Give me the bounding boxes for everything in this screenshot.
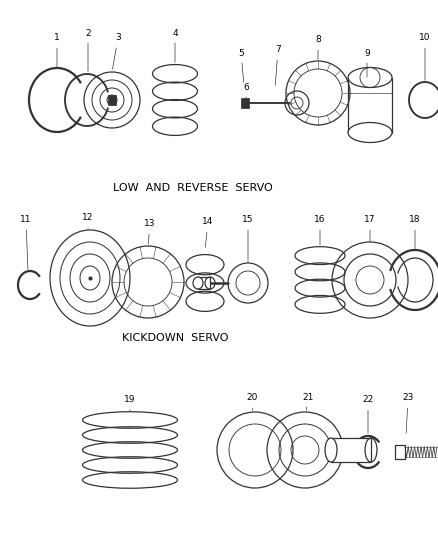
- Text: 11: 11: [20, 215, 32, 269]
- Text: 4: 4: [172, 28, 178, 62]
- Text: 13: 13: [144, 220, 156, 244]
- Bar: [331, 438, 371, 462]
- Text: 18: 18: [409, 215, 421, 249]
- Text: 21: 21: [302, 392, 314, 410]
- Ellipse shape: [325, 438, 337, 462]
- Text: 14: 14: [202, 217, 214, 247]
- Text: 15: 15: [242, 215, 254, 262]
- Text: LOW  AND  REVERSE  SERVO: LOW AND REVERSE SERVO: [113, 183, 272, 192]
- Bar: [198, 277, 210, 289]
- Text: 16: 16: [314, 215, 326, 245]
- Text: KICKDOWN  SERVO: KICKDOWN SERVO: [122, 334, 229, 343]
- Text: 6: 6: [243, 83, 249, 100]
- Text: 8: 8: [315, 36, 321, 59]
- Text: 7: 7: [275, 45, 281, 85]
- Text: 10: 10: [419, 34, 431, 80]
- Bar: [241, 98, 249, 108]
- Text: 22: 22: [362, 395, 374, 433]
- Text: 20: 20: [246, 393, 258, 410]
- Text: 9: 9: [364, 49, 370, 77]
- Text: 2: 2: [85, 28, 91, 71]
- Text: 23: 23: [403, 393, 413, 433]
- Ellipse shape: [348, 123, 392, 142]
- Text: 17: 17: [364, 215, 376, 241]
- Text: 12: 12: [82, 214, 94, 229]
- Text: 5: 5: [238, 49, 244, 82]
- Ellipse shape: [193, 277, 203, 289]
- Text: 19: 19: [124, 395, 136, 411]
- Text: 3: 3: [113, 34, 121, 69]
- Bar: [395, 445, 405, 459]
- Text: 1: 1: [54, 34, 60, 67]
- Bar: [108, 95, 116, 105]
